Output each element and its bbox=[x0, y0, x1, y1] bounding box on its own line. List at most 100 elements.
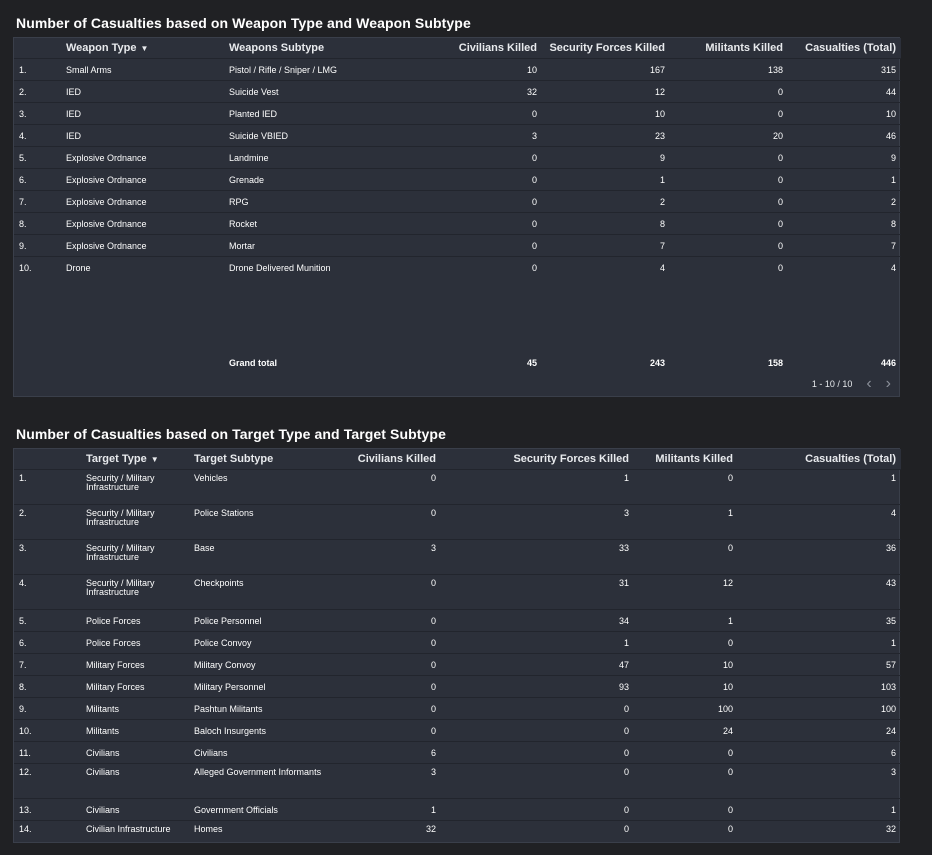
militants-killed-cell: 0 bbox=[670, 235, 788, 257]
subtype-cell: Government Officials bbox=[189, 799, 329, 821]
casualties-total-cell: 2 bbox=[788, 191, 901, 213]
security-forces-killed-cell: 0 bbox=[441, 764, 634, 799]
security-forces-killed-header[interactable]: Security Forces Killed bbox=[542, 38, 670, 59]
militants-killed-cell: 0 bbox=[670, 81, 788, 103]
weapon-type-header[interactable]: Weapon Type▼ bbox=[61, 38, 224, 59]
index-header bbox=[14, 38, 61, 59]
type-cell: Small Arms bbox=[61, 59, 224, 81]
row-index: 9. bbox=[14, 698, 81, 720]
type-cell: Security / Military Infrastructure bbox=[81, 575, 189, 610]
civilians-killed-cell: 3 bbox=[414, 125, 542, 147]
militants-killed-cell: 1 bbox=[634, 610, 738, 632]
security-forces-killed-cell: 93 bbox=[441, 676, 634, 698]
type-cell: IED bbox=[61, 103, 224, 125]
row-index: 5. bbox=[14, 610, 81, 632]
grand-total-label: Grand total bbox=[224, 354, 414, 372]
target-type-header[interactable]: Target Type ▼ bbox=[81, 449, 189, 470]
militants-killed-header[interactable]: Militants Killed bbox=[634, 449, 738, 470]
subtype-cell: Planted IED bbox=[224, 103, 414, 125]
militants-killed-cell: 0 bbox=[634, 540, 738, 575]
security-forces-killed-cell: 4 bbox=[542, 257, 670, 279]
casualties-total-cell: 35 bbox=[738, 610, 901, 632]
row-index: 4. bbox=[14, 575, 81, 610]
type-cell: Civilians bbox=[81, 742, 189, 764]
type-cell: Militants bbox=[81, 720, 189, 742]
subtype-cell: Police Convoy bbox=[189, 632, 329, 654]
casualties-total-cell: 3 bbox=[738, 764, 901, 799]
next-page-icon[interactable]: › bbox=[886, 376, 891, 392]
security-forces-killed-cell: 9 bbox=[542, 147, 670, 169]
casualties-total-header[interactable]: Casualties (Total) bbox=[738, 449, 901, 470]
security-forces-killed-cell: 1 bbox=[441, 470, 634, 505]
type-cell: Explosive Ordnance bbox=[61, 169, 224, 191]
subtype-cell: RPG bbox=[224, 191, 414, 213]
type-cell: Civilians bbox=[81, 764, 189, 799]
subtype-cell: Pistol / Rifle / Sniper / LMG bbox=[224, 59, 414, 81]
civilians-killed-cell: 3 bbox=[329, 540, 441, 575]
security-forces-killed-cell: 33 bbox=[441, 540, 634, 575]
civilians-killed-header[interactable]: Civilians Killed bbox=[414, 38, 542, 59]
civilians-killed-cell: 0 bbox=[329, 698, 441, 720]
type-cell: Explosive Ordnance bbox=[61, 191, 224, 213]
row-index: 3. bbox=[14, 540, 81, 575]
civilians-killed-cell: 0 bbox=[329, 610, 441, 632]
subtype-cell: Landmine bbox=[224, 147, 414, 169]
security-forces-killed-cell: 0 bbox=[441, 720, 634, 742]
civilians-killed-cell: 0 bbox=[414, 257, 542, 279]
target-table-title: Number of Casualties based on Target Typ… bbox=[16, 426, 446, 442]
sort-down-icon[interactable]: ▼ bbox=[141, 44, 149, 53]
security-forces-killed-cell: 31 bbox=[441, 575, 634, 610]
militants-killed-cell: 100 bbox=[634, 698, 738, 720]
security-forces-killed-header[interactable]: Security Forces Killed bbox=[441, 449, 634, 470]
row-index: 8. bbox=[14, 213, 61, 235]
target-type-header-label: Target Type bbox=[86, 453, 147, 465]
sort-down-icon[interactable]: ▼ bbox=[151, 455, 159, 464]
target-subtype-header[interactable]: Target Subtype bbox=[189, 449, 329, 470]
militants-killed-cell: 0 bbox=[670, 213, 788, 235]
type-cell: Explosive Ordnance bbox=[61, 213, 224, 235]
subtype-cell: Grenade bbox=[224, 169, 414, 191]
militants-killed-cell: 0 bbox=[670, 257, 788, 279]
subtype-cell: Police Stations bbox=[189, 505, 329, 540]
type-cell: Militants bbox=[81, 698, 189, 720]
security-forces-killed-cell: 8 bbox=[542, 213, 670, 235]
casualties-total-cell: 46 bbox=[788, 125, 901, 147]
subtype-cell: Suicide Vest bbox=[224, 81, 414, 103]
militants-killed-cell: 0 bbox=[634, 742, 738, 764]
militants-killed-cell: 0 bbox=[670, 191, 788, 213]
subtype-cell: Rocket bbox=[224, 213, 414, 235]
civilians-killed-cell: 0 bbox=[414, 147, 542, 169]
militants-killed-cell: 0 bbox=[634, 764, 738, 799]
casualties-total-header[interactable]: Casualties (Total) bbox=[788, 38, 901, 59]
militants-killed-cell: 0 bbox=[670, 169, 788, 191]
civilians-killed-header[interactable]: Civilians Killed bbox=[329, 449, 441, 470]
weapon-subtype-header[interactable]: Weapons Subtype bbox=[224, 38, 414, 59]
previous-page-icon[interactable]: ‹ bbox=[866, 376, 871, 392]
civilians-killed-cell: 0 bbox=[414, 103, 542, 125]
militants-killed-header[interactable]: Militants Killed bbox=[670, 38, 788, 59]
security-forces-killed-cell: 1 bbox=[542, 169, 670, 191]
